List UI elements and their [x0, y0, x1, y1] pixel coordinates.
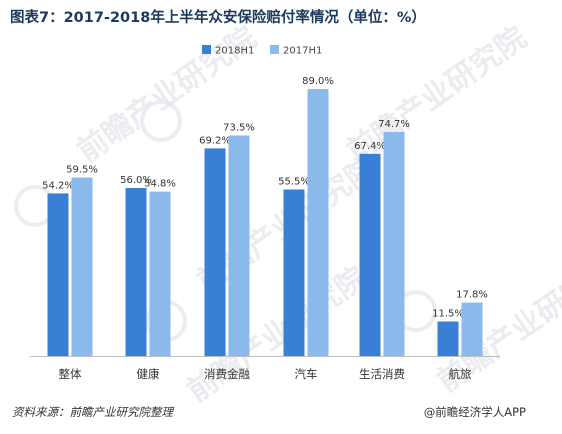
bar	[359, 153, 381, 356]
x-tick-label: 消费金融	[204, 367, 250, 381]
data-label: 59.5%	[66, 165, 98, 176]
x-tick-label: 汽车	[295, 367, 318, 381]
bar	[149, 191, 171, 356]
bar	[71, 177, 93, 356]
data-label: 74.7%	[378, 119, 410, 130]
watermark-logo-icon	[140, 100, 182, 142]
credit-note: @前瞻经济学人APP	[423, 405, 526, 419]
data-label: 17.8%	[456, 290, 488, 301]
data-label: 55.5%	[278, 177, 310, 188]
bar	[383, 131, 405, 356]
data-label: 54.2%	[42, 180, 74, 191]
x-tick-label: 健康	[137, 367, 160, 381]
bar	[461, 302, 483, 356]
data-label: 11.5%	[432, 309, 464, 320]
x-tick-label: 航旅	[449, 367, 472, 381]
data-label: 69.2%	[199, 135, 231, 146]
bar	[228, 135, 250, 356]
source-note: 资料来源：前瞻产业研究院整理	[12, 405, 173, 419]
data-label: 67.4%	[354, 141, 386, 152]
legend-label: 2017H1	[283, 46, 322, 57]
bar	[307, 89, 329, 356]
bar	[47, 193, 69, 356]
data-label: 89.0%	[302, 76, 334, 87]
data-label: 56.0%	[120, 175, 152, 186]
bar	[125, 188, 147, 356]
data-label: 73.5%	[223, 123, 255, 134]
x-tick-label: 生活消费	[359, 367, 405, 381]
legend-swatch	[270, 45, 279, 54]
bar	[204, 148, 226, 356]
data-label: 54.8%	[144, 179, 176, 190]
x-tick-label: 整体	[59, 367, 82, 381]
bar	[283, 189, 305, 356]
legend-swatch	[202, 45, 211, 54]
chart-title: 图表7：2017-2018年上半年众安保险赔付率情况（单位：%）	[10, 10, 426, 26]
legend-label: 2018H1	[215, 46, 254, 57]
bar	[437, 321, 459, 356]
bar-chart: 2018H1 2017H1 54.2% 59.5% 整体 56.0%54.8% 健康 69.2…	[30, 45, 500, 381]
